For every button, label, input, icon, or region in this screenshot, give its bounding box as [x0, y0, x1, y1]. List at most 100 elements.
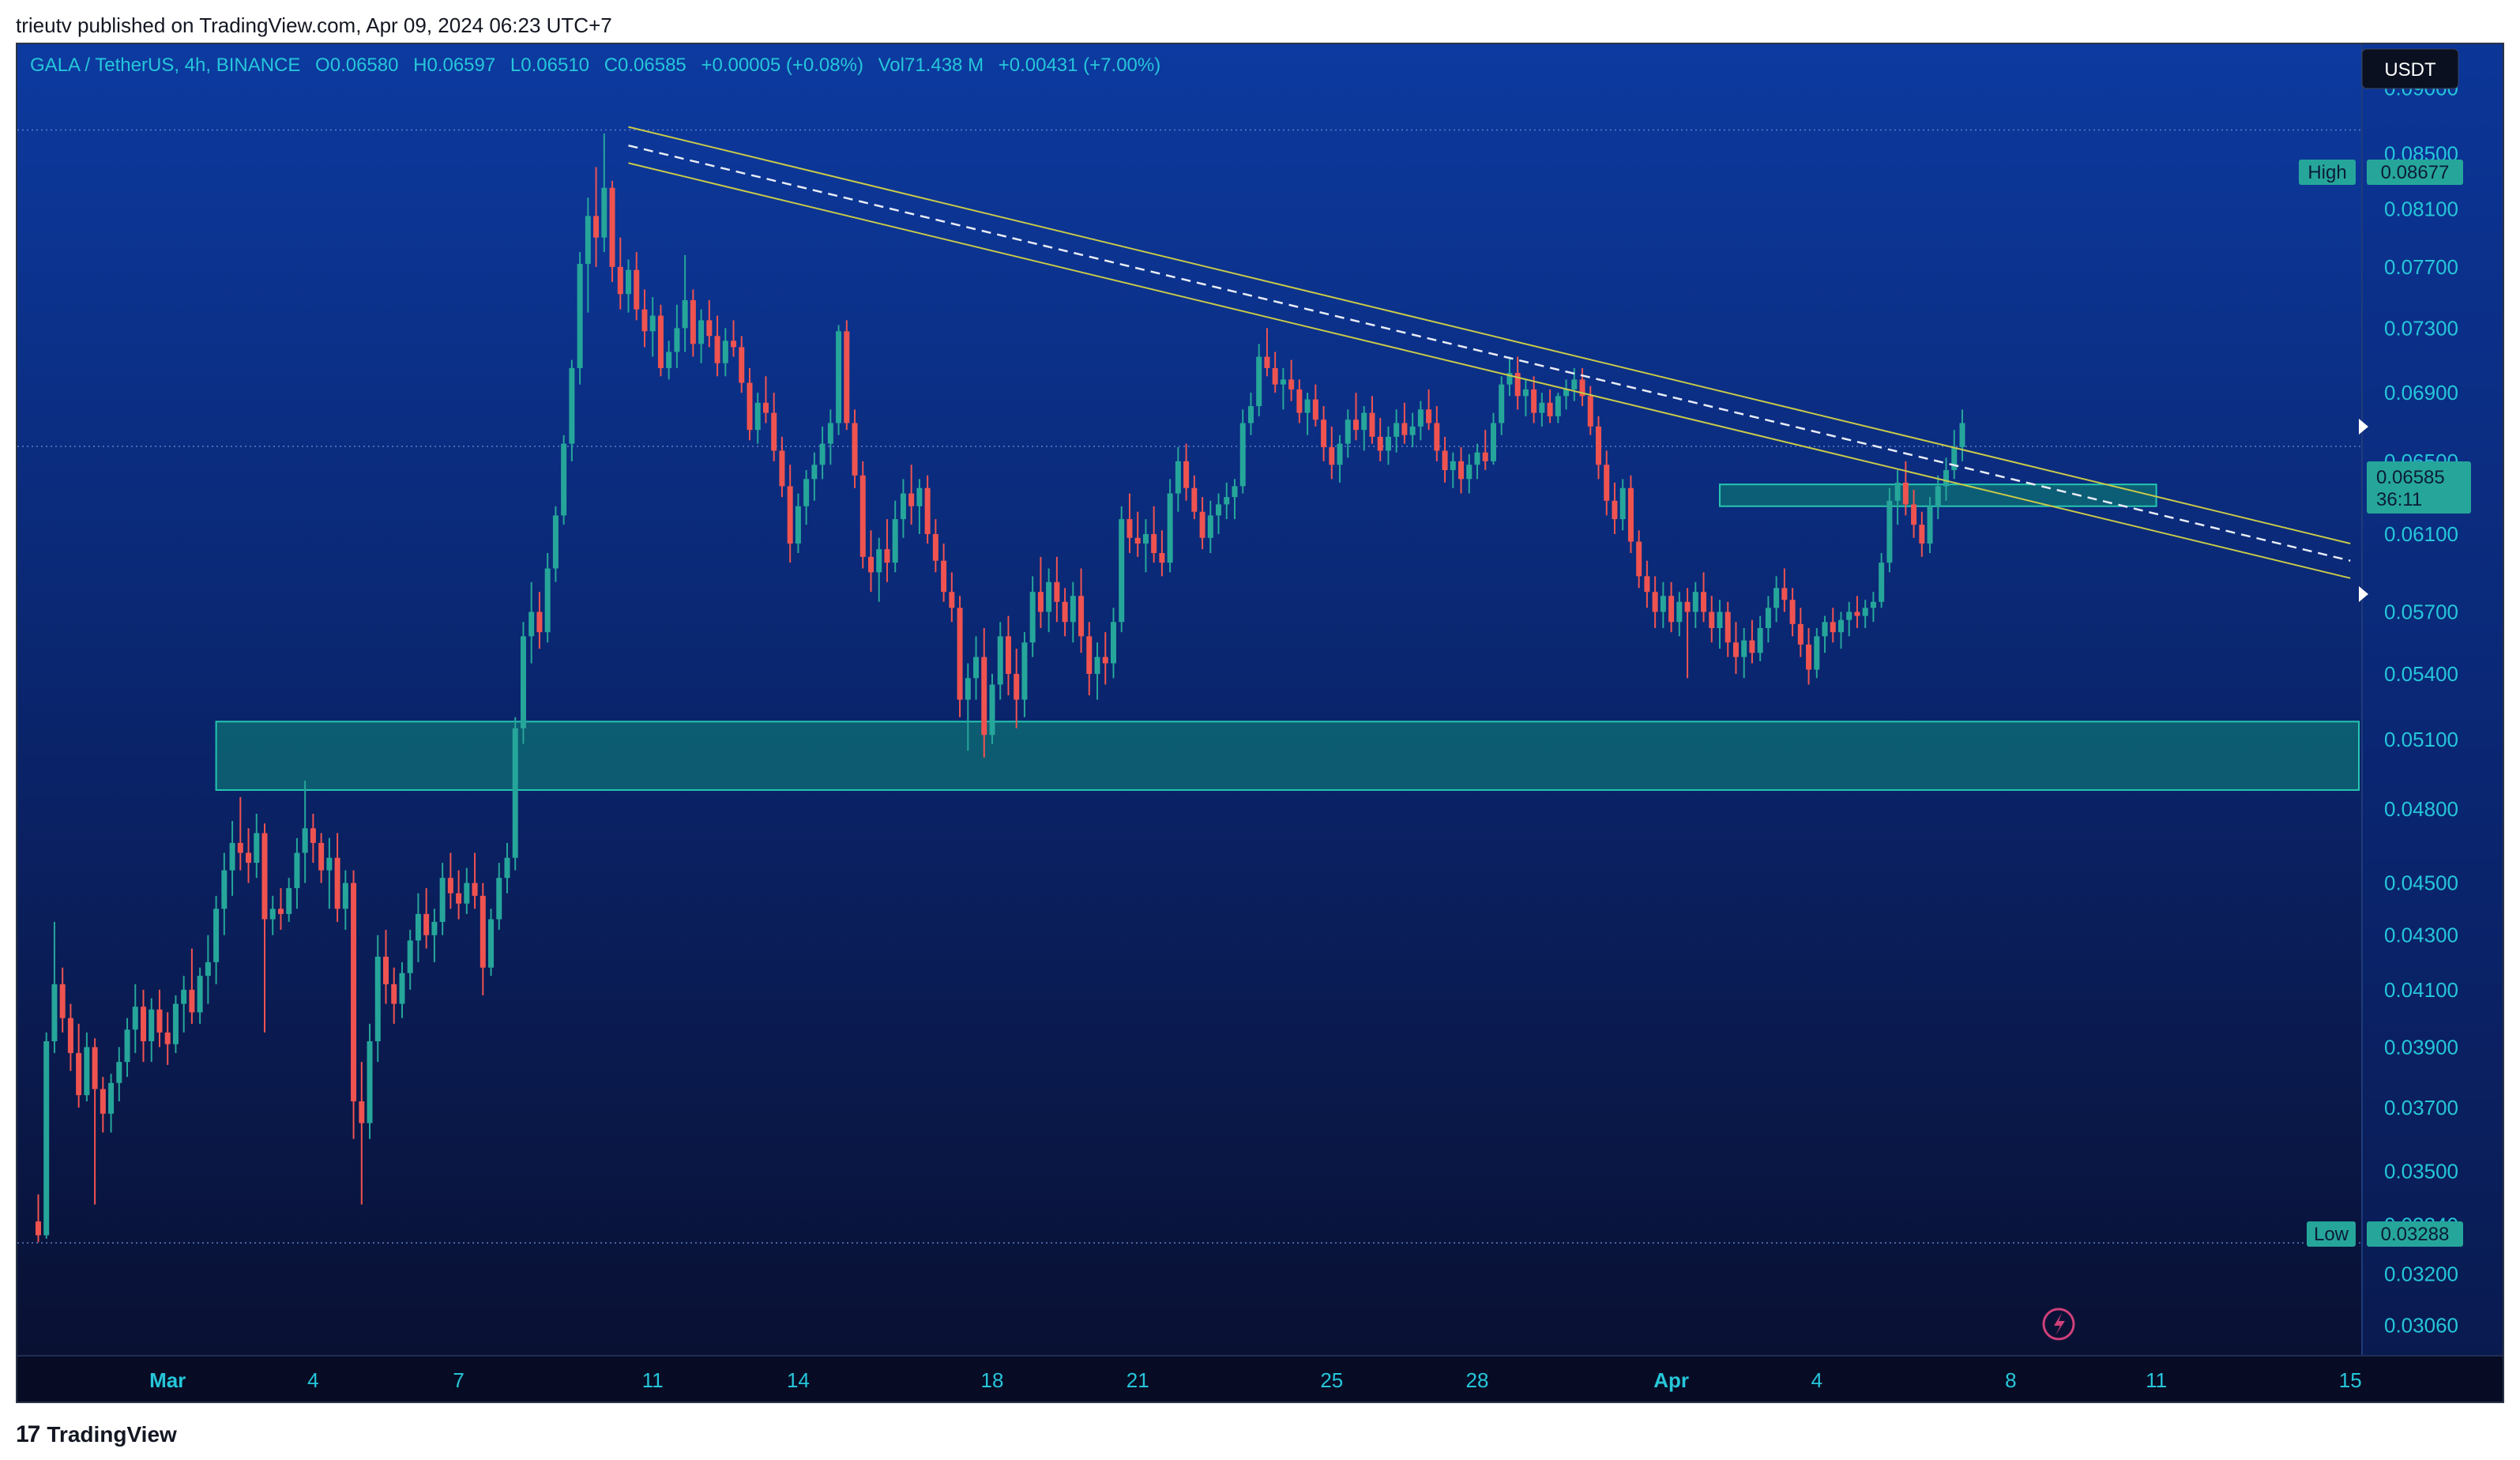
candle-body — [488, 919, 495, 968]
lightning-icon-bolt[interactable] — [2054, 1313, 2065, 1335]
candle-body — [932, 534, 938, 561]
candle — [205, 935, 211, 1004]
candle — [827, 409, 833, 465]
time-tick-label: 25 — [1320, 1368, 1343, 1392]
candle-body — [374, 956, 381, 1041]
candle — [585, 198, 591, 313]
candle — [456, 870, 462, 920]
candle-body — [754, 402, 761, 431]
candle-body — [1927, 506, 1933, 544]
low-value: 0.03288 — [2381, 1224, 2450, 1245]
candle-body — [536, 611, 543, 633]
candle — [1191, 475, 1198, 520]
candle-body — [221, 870, 228, 909]
candle — [132, 984, 138, 1053]
candle — [334, 833, 340, 922]
candle — [1450, 452, 1456, 488]
candle-body — [674, 328, 680, 352]
candle — [1037, 556, 1044, 629]
candle — [634, 252, 640, 321]
candle — [1474, 443, 1480, 480]
price-tick-label: 0.07300 — [2384, 316, 2458, 340]
lightning-icon-ring[interactable] — [2042, 1308, 2075, 1341]
candle — [1951, 430, 1958, 480]
reference-lines — [17, 129, 2362, 1244]
candle-body — [1046, 581, 1052, 612]
candle-body — [1369, 412, 1375, 437]
candle — [771, 393, 777, 461]
candle-body — [1458, 461, 1465, 480]
candle-body — [1159, 553, 1165, 563]
candle-body — [84, 1047, 90, 1096]
candle-body — [302, 828, 308, 853]
candle-body — [1814, 636, 1820, 670]
candle-body — [1078, 596, 1085, 637]
candle — [1596, 416, 1601, 480]
candle — [1434, 406, 1440, 461]
candle — [124, 1018, 130, 1078]
candle-body — [1563, 389, 1570, 397]
legend-low: L0.06510 — [510, 55, 589, 76]
high-label-bg — [2299, 160, 2356, 185]
chart-panel[interactable]: GALA / TetherUS, 4h, BINANCE O0.06580 H0… — [16, 43, 2504, 1403]
candle-body — [431, 921, 438, 935]
candle — [892, 500, 898, 573]
candle-body — [51, 984, 58, 1041]
time-tick-label: 8 — [2005, 1368, 2016, 1392]
candle — [1935, 475, 1941, 520]
candle-body — [1070, 596, 1076, 623]
candle-body — [706, 320, 713, 337]
candle-body — [1773, 588, 1780, 608]
candle — [35, 1194, 41, 1243]
lightning-icon[interactable] — [2042, 1308, 2075, 1341]
last-price-value: 0.06585 — [2376, 467, 2445, 488]
candle-body — [1119, 519, 1125, 623]
candle — [67, 1003, 73, 1071]
candle-body — [326, 857, 333, 871]
last-price-bg — [2367, 461, 2471, 514]
candle — [1426, 389, 1432, 431]
channel-lower-line — [628, 162, 2351, 579]
candle — [932, 519, 938, 573]
candle-body — [1684, 601, 1691, 612]
candle — [1078, 568, 1085, 653]
candle — [617, 237, 623, 310]
candle — [1005, 615, 1011, 696]
candle — [1846, 601, 1852, 637]
candle-body — [617, 266, 623, 295]
time-tick-label: 28 — [1466, 1368, 1489, 1392]
candle — [261, 823, 268, 1033]
candle — [1329, 426, 1335, 480]
currency-button-label[interactable]: USDT — [2384, 59, 2436, 81]
candle-body — [318, 842, 325, 871]
candle-body — [731, 341, 737, 348]
candle-body — [447, 878, 453, 894]
candle-body — [76, 1052, 82, 1096]
candle-body — [601, 187, 607, 238]
candle-body — [859, 475, 866, 557]
candle — [674, 304, 680, 368]
candle — [561, 435, 567, 525]
currency-button[interactable]: USDT — [2361, 48, 2459, 89]
candle — [941, 543, 947, 602]
candle — [1732, 622, 1739, 674]
zones-layer — [215, 484, 2360, 791]
candle — [997, 622, 1003, 700]
candle-body — [1409, 426, 1416, 435]
candle-body — [1619, 487, 1626, 520]
candle — [1151, 506, 1157, 563]
candle-body — [1199, 511, 1205, 538]
candle — [1167, 479, 1173, 573]
price-chart[interactable]: GALA / TetherUS, 4h, BINANCE O0.06580 H0… — [17, 44, 2503, 1402]
price-tick-label: 0.08100 — [2384, 197, 2458, 220]
candle-body — [1781, 588, 1788, 600]
time-axis[interactable]: Mar 4 7 11 14 18 21 25 28 Apr 4 8 11 15 — [17, 1355, 2503, 1402]
candle — [76, 1023, 82, 1108]
last-price-badge: 0.06585 36:11 — [2367, 461, 2471, 514]
currency-button-bg[interactable] — [2361, 48, 2459, 89]
price-axis[interactable]: 0.090000.085000.081000.077000.073000.069… — [2361, 44, 2503, 1402]
candle-body — [383, 956, 389, 984]
candle — [1919, 511, 1925, 557]
high-value-bg — [2367, 160, 2463, 185]
candle-body — [464, 882, 470, 904]
